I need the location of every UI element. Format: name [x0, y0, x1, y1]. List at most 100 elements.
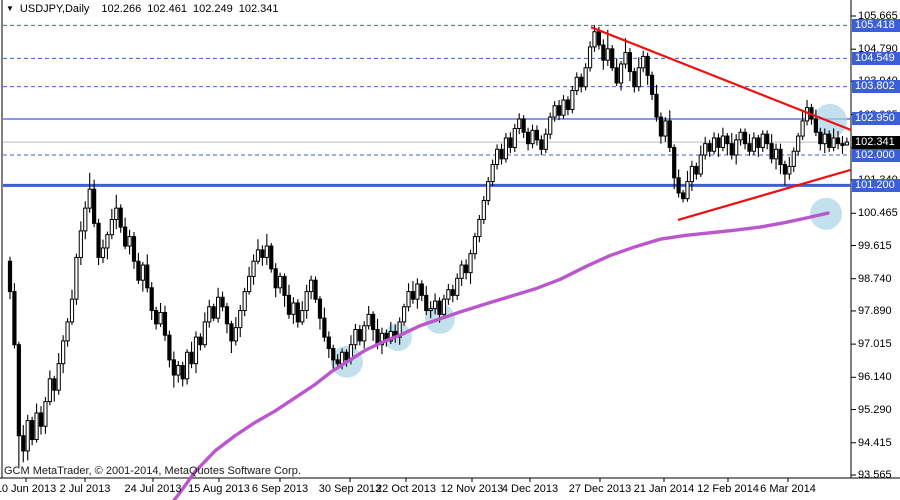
price-level-badge: 102.000: [852, 148, 900, 162]
candle-body-bull: [69, 298, 75, 323]
candle-body-bear: [424, 294, 429, 312]
candle: [211, 303, 216, 322]
candle-body-bear: [610, 48, 615, 69]
candle-body-bear: [322, 317, 327, 338]
candle-body-bull: [114, 207, 119, 221]
candle-body-bull: [47, 378, 52, 403]
candle: [618, 60, 624, 91]
candle-body-bear: [725, 135, 730, 145]
candle-body-bear: [676, 177, 681, 194]
candle: [61, 335, 66, 374]
candle-body-bull: [185, 351, 190, 380]
quote-open: 102.266: [101, 3, 142, 15]
candle: [52, 375, 57, 402]
candle-body-bull: [278, 275, 283, 289]
price-level-badge: 104.549: [852, 51, 900, 65]
candle: [627, 48, 633, 82]
candle: [844, 137, 849, 146]
candle-body-bull: [472, 236, 478, 255]
candle: [725, 133, 730, 156]
trendline-lower-ascending[interactable]: [677, 168, 852, 221]
candle-body-bear: [118, 207, 123, 228]
candle: [463, 259, 469, 280]
candle-body-bear: [419, 283, 424, 296]
candle: [676, 169, 681, 198]
candle-body-bull: [87, 188, 92, 209]
candle-body-bull: [158, 311, 163, 325]
candle-body-bear: [769, 143, 774, 160]
candle-body-bull: [61, 340, 66, 365]
candle: [247, 266, 252, 295]
trendline-upper-descending[interactable]: [590, 26, 852, 132]
candle-body-bear: [667, 120, 672, 148]
candle: [574, 72, 579, 96]
candle: [251, 254, 256, 285]
candle-body-bull: [641, 55, 646, 69]
candle-body-bull: [574, 76, 579, 92]
candle-body-bull: [503, 137, 509, 160]
candle-body-bear: [370, 313, 376, 331]
candle: [370, 311, 376, 341]
moving-average-line[interactable]: [165, 211, 830, 500]
candle-body-bear: [136, 260, 141, 281]
candle: [362, 321, 367, 349]
candle-body-bull: [74, 256, 79, 300]
candle: [317, 296, 323, 330]
candle-body-bull: [127, 236, 132, 247]
candle: [353, 323, 358, 350]
candle: [291, 297, 296, 324]
price-axis-label: 99.615: [858, 239, 892, 252]
candle: [47, 370, 52, 406]
candle-body-bear: [614, 67, 619, 84]
candle: [322, 307, 327, 342]
candle-body-bear: [52, 378, 57, 391]
candle-body-bull: [455, 277, 460, 296]
candle-body-bull: [309, 279, 314, 293]
candle: [800, 110, 805, 140]
candle: [756, 134, 761, 157]
candle: [472, 232, 478, 260]
candle-body-bull: [760, 133, 765, 148]
candle: [428, 301, 433, 319]
candle-body-bull: [685, 181, 690, 200]
candle-body-bear: [658, 116, 664, 137]
candle: [512, 123, 517, 152]
candle: [623, 38, 628, 69]
candle-body-bull: [247, 275, 252, 293]
candle: [140, 262, 145, 292]
candle: [202, 312, 207, 348]
candle-body-bear: [601, 44, 606, 61]
candle-body-bull: [340, 351, 345, 365]
candle: [587, 41, 593, 72]
candle-body-bull: [242, 291, 247, 312]
candle-body-bull: [459, 264, 464, 279]
candle: [525, 127, 531, 151]
candle-body-bull: [193, 336, 199, 365]
candle: [552, 101, 557, 122]
candle: [273, 263, 278, 298]
candle-body-bull: [787, 165, 792, 175]
symbol-dropdown-arrow-icon[interactable]: ▼: [6, 4, 14, 13]
candle: [38, 406, 44, 435]
candle: [663, 117, 668, 142]
candle: [543, 128, 548, 154]
candle: [508, 132, 513, 154]
date-axis-label: 10 Jun 2013: [0, 483, 57, 495]
candle-body-bull: [587, 46, 593, 69]
candle: [840, 136, 845, 154]
price-level-badge: 101.200: [852, 178, 900, 192]
candle: [87, 172, 92, 213]
candle-body-bear: [224, 306, 230, 325]
candle-body-bull: [530, 129, 535, 145]
candle-body-bull: [264, 245, 269, 258]
candle: [238, 304, 243, 338]
candle-body-bull: [517, 118, 522, 129]
candle: [610, 45, 615, 71]
candle-body-bull: [468, 253, 473, 274]
price-axis-label: 98.740: [858, 272, 892, 285]
candle: [34, 403, 39, 443]
candle-body-bull: [388, 330, 393, 342]
candle-body-bull: [353, 329, 358, 346]
candle-body-bull: [65, 321, 70, 342]
